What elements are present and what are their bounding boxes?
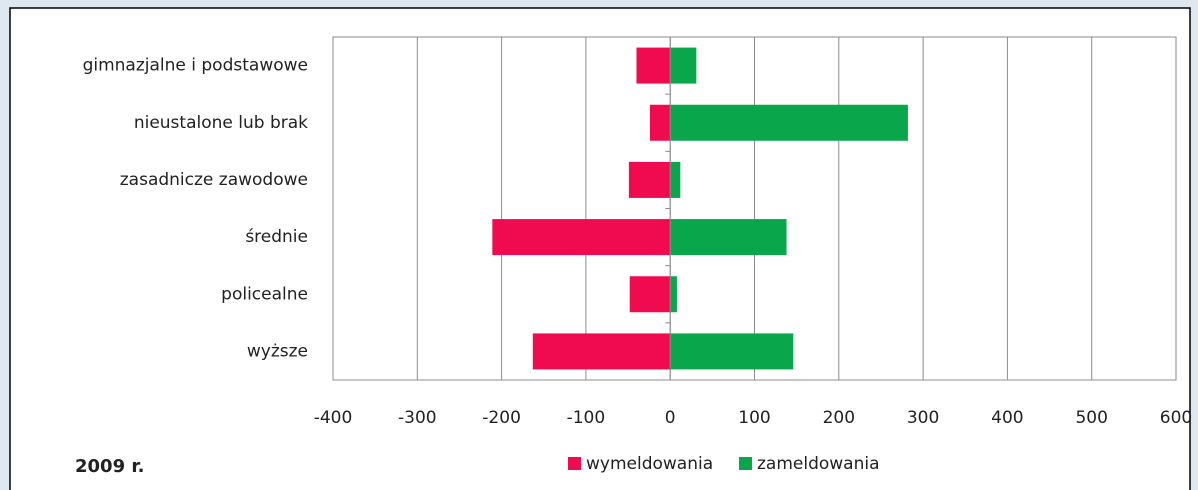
x-tick-label: -200 xyxy=(482,408,521,428)
bar xyxy=(670,104,908,141)
legend-label: wymeldowania xyxy=(586,454,713,474)
bar xyxy=(636,47,671,84)
x-tick-label: 600 xyxy=(1160,408,1192,428)
x-tick-label: -400 xyxy=(314,408,353,428)
bar xyxy=(670,47,697,84)
x-tick-label: 200 xyxy=(823,408,855,428)
x-tick-label: -300 xyxy=(398,408,437,428)
bar xyxy=(629,276,671,313)
x-tick-label: 300 xyxy=(907,408,939,428)
x-tick-label: 400 xyxy=(991,408,1023,428)
legend-swatch xyxy=(568,457,581,470)
bar xyxy=(628,161,671,198)
y-tick-label: gimnazjalne i podstawowe xyxy=(83,56,308,76)
annotation: 2009 r. xyxy=(75,456,145,477)
y-tick-label: nieustalone lub brak xyxy=(134,113,308,133)
bar xyxy=(532,333,671,370)
bar xyxy=(492,219,671,256)
bar xyxy=(670,333,794,370)
x-tick-label: 0 xyxy=(665,408,676,428)
bar xyxy=(670,276,677,313)
bar xyxy=(670,161,681,198)
legend-swatch xyxy=(739,457,752,470)
y-tick-label: wyższe xyxy=(247,341,308,361)
legend-label: zameldowania xyxy=(757,454,880,474)
y-tick-label: średnie xyxy=(245,227,308,247)
y-tick-label: zasadnicze zawodowe xyxy=(120,170,308,190)
x-tick-label: 100 xyxy=(738,408,770,428)
x-tick-label: 500 xyxy=(1075,408,1107,428)
bar xyxy=(670,219,787,256)
x-tick-label: -100 xyxy=(567,408,606,428)
y-tick-label: policealne xyxy=(221,284,308,304)
plot-frame xyxy=(332,36,1177,381)
bar xyxy=(649,104,671,141)
